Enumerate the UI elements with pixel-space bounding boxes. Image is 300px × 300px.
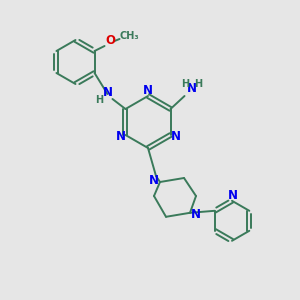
Text: H: H: [194, 79, 202, 89]
Text: H: H: [182, 79, 190, 89]
Text: H: H: [95, 95, 104, 105]
Text: N: N: [170, 130, 181, 142]
Text: N: N: [143, 85, 153, 98]
Text: O: O: [106, 34, 116, 47]
Text: N: N: [103, 86, 112, 100]
Text: N: N: [191, 208, 201, 221]
Text: N: N: [228, 189, 238, 202]
Text: N: N: [187, 82, 196, 95]
Text: N: N: [116, 130, 125, 142]
Text: N: N: [149, 173, 159, 187]
Text: CH₃: CH₃: [120, 31, 139, 41]
